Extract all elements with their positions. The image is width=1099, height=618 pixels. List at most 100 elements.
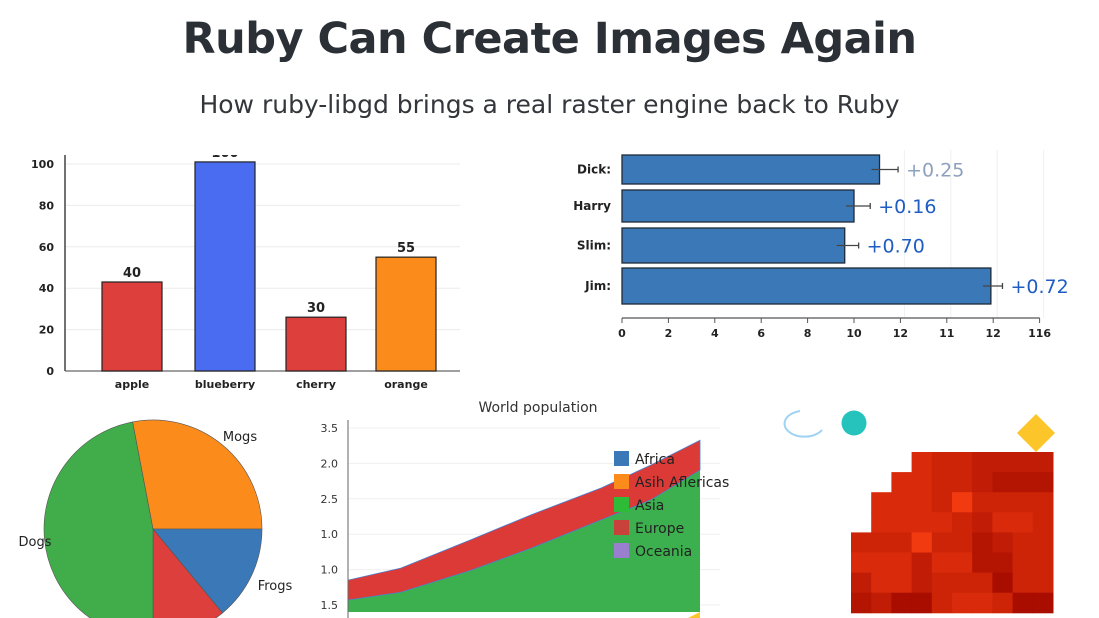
category-label: blueberry — [195, 378, 255, 391]
legend-swatch — [614, 497, 629, 512]
heatmap-cell — [1012, 532, 1034, 553]
heatmap-cell — [911, 532, 933, 553]
pie-slice-dogs — [43, 421, 154, 618]
heatmap-cell — [891, 472, 913, 493]
heatmap-cell — [952, 452, 973, 473]
heatmap-cell — [952, 592, 973, 614]
heatmap-cell — [1012, 472, 1034, 493]
heatmap-cell — [911, 452, 933, 473]
x-tick-label: 8 — [804, 327, 812, 340]
fruit-bar-chart: 02040608010040apple100blueberry30cherry5… — [31, 140, 460, 391]
heatmap-cell — [931, 572, 953, 594]
y-tick-label: 60 — [39, 241, 55, 254]
y-tick-label: 80 — [39, 199, 55, 212]
heatmap-cell — [952, 572, 973, 594]
x-tick-label: 4 — [711, 327, 719, 340]
slice-label: Frogs — [258, 579, 293, 594]
heatmap-cell — [891, 532, 913, 553]
heatmap-cell — [952, 532, 973, 553]
heatmap-cell — [992, 512, 1014, 533]
y-tick-label: 1.5 — [321, 599, 339, 612]
heatmap-cell — [891, 592, 913, 614]
heatmap-cell — [871, 492, 892, 513]
x-tick-label: 12 — [986, 327, 1001, 340]
heatmap-cell — [1012, 552, 1034, 574]
heatmap-cell — [851, 592, 872, 614]
heatmap-cell — [972, 572, 993, 594]
category-label: Slim: — [577, 239, 611, 253]
bar-apple — [101, 281, 163, 372]
legend-swatch — [614, 451, 629, 466]
heatmap-cell — [952, 472, 973, 493]
heatmap-cell — [1032, 572, 1054, 594]
slide-title: Ruby Can Create Images Again — [182, 14, 917, 64]
heatmap-cell — [972, 472, 993, 493]
heatmap-cell — [931, 532, 953, 553]
slice-label: Dogs — [19, 535, 52, 550]
bar-Harry — [621, 189, 855, 223]
bar-Slim — [621, 227, 846, 264]
heatmap-cell — [1032, 532, 1054, 553]
heatmap-cell — [952, 512, 973, 533]
legend-label: Europe — [635, 521, 684, 537]
heatmap-cell — [972, 592, 993, 614]
y-tick-label: 2.0 — [321, 457, 339, 470]
y-tick-label: 1.0 — [321, 564, 339, 577]
legend-swatch — [614, 474, 629, 489]
heatmap-cell — [911, 492, 933, 513]
heatmap-cell — [851, 572, 872, 594]
heatmap-cell — [871, 512, 892, 533]
heatmap-cell — [1012, 512, 1034, 533]
data-label: +0.25 — [906, 160, 964, 182]
data-label: +0.16 — [878, 196, 936, 218]
heatmap-cell — [972, 552, 993, 574]
heatmap-cell — [972, 492, 993, 513]
y-tick-label: 0 — [46, 365, 54, 378]
x-tick-label: 11 — [939, 327, 954, 340]
heatmap-cell — [911, 552, 933, 574]
heatmap-cell — [871, 572, 892, 594]
yellow-diamond-icon — [1017, 414, 1055, 452]
teal-dot-icon — [841, 410, 867, 436]
data-label: 30 — [307, 301, 325, 316]
heatmap-cell — [1032, 492, 1054, 513]
category-label: Harry — [573, 199, 611, 213]
data-label: 55 — [397, 241, 415, 256]
heatmap-cell — [851, 552, 872, 574]
heatmap-cell — [1032, 552, 1054, 574]
heatmap-cell — [992, 532, 1014, 553]
heatmap-cell — [952, 492, 973, 513]
red-pixel-heatmap — [851, 452, 1054, 614]
heatmap-cell — [931, 452, 953, 473]
heatmap-cell — [1032, 472, 1054, 493]
heatmap-cell — [871, 592, 892, 614]
heatmap-cell — [1032, 512, 1054, 533]
legend-label: Oceania — [635, 544, 692, 560]
heatmap-cell — [931, 512, 953, 533]
data-label: +0.72 — [1010, 276, 1068, 298]
heatmap-cell — [1012, 452, 1034, 473]
heatmap-cell — [1012, 572, 1034, 594]
legend-swatch — [614, 543, 629, 558]
heatmap-cell — [931, 592, 953, 614]
pets-pie-chart: Mogs Frogs Dogs — [19, 419, 293, 618]
legend-label: Asia — [635, 498, 664, 514]
world-population-area-chart: World population 3.5 2.0 2.5 1.0 1.0 1.5 Africa… — [321, 400, 730, 618]
heatmap-cell — [1032, 592, 1054, 614]
heatmap-cell — [992, 492, 1014, 513]
x-tick-label: 12 — [893, 327, 908, 340]
data-label: 40 — [123, 266, 141, 281]
y-tick-label: 2.5 — [321, 493, 339, 506]
pie-slice-frogs — [152, 528, 263, 614]
heatmap-cell — [911, 512, 933, 533]
heatmap-cell — [972, 452, 993, 473]
bar-cherry — [285, 316, 347, 372]
ring-arc-icon — [783, 410, 823, 438]
heatmap-cell — [891, 572, 913, 594]
heatmap-cell — [851, 532, 872, 553]
heatmap-cell — [992, 552, 1014, 574]
heatmap-cell — [1032, 452, 1054, 473]
x-tick-label: 10 — [846, 327, 862, 340]
pie-slice-mogs — [132, 419, 263, 530]
